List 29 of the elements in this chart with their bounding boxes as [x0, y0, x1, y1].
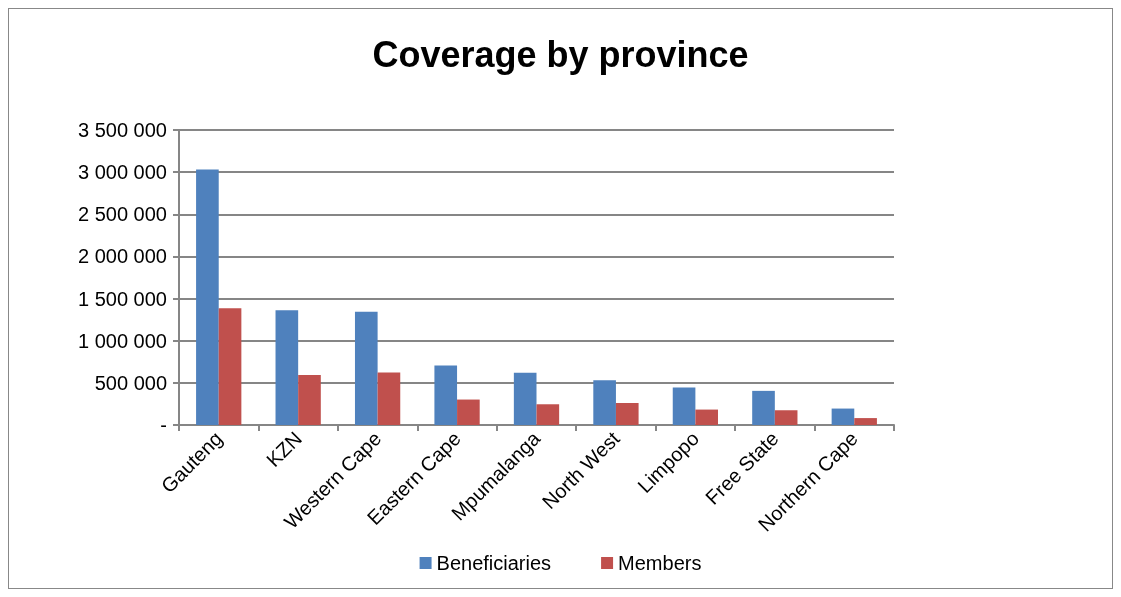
bar: [752, 390, 775, 425]
bar: [354, 311, 378, 425]
bar: [593, 380, 616, 425]
y-tick-label: 3 000 000: [78, 161, 167, 184]
bar: [196, 169, 219, 425]
legend-label: Members: [618, 552, 702, 574]
y-tick-label: 3 500 000: [78, 119, 167, 141]
chart-title: Coverage by province: [372, 33, 749, 75]
bar: [774, 410, 798, 425]
y-tick-label: 2 000 000: [78, 245, 167, 268]
bar: [854, 418, 877, 425]
bar: [672, 387, 696, 425]
bar: [513, 372, 537, 425]
y-tick-label: -: [160, 414, 167, 436]
bar: [275, 310, 299, 425]
bar: [298, 375, 321, 425]
bar: [695, 409, 719, 425]
y-tick-label: 2 500 000: [78, 203, 167, 226]
bar: [377, 372, 401, 425]
y-tick-label: 500 000: [94, 371, 167, 394]
bar: [434, 365, 458, 425]
bar: [218, 308, 242, 425]
bar: [831, 408, 855, 425]
y-tick-label: 1 500 000: [78, 287, 167, 310]
legend-label: Beneficiaries: [436, 552, 552, 574]
y-tick-label: 1 000 000: [78, 329, 167, 352]
bar: [457, 399, 480, 425]
bar: [536, 404, 560, 425]
bar: [615, 403, 639, 425]
